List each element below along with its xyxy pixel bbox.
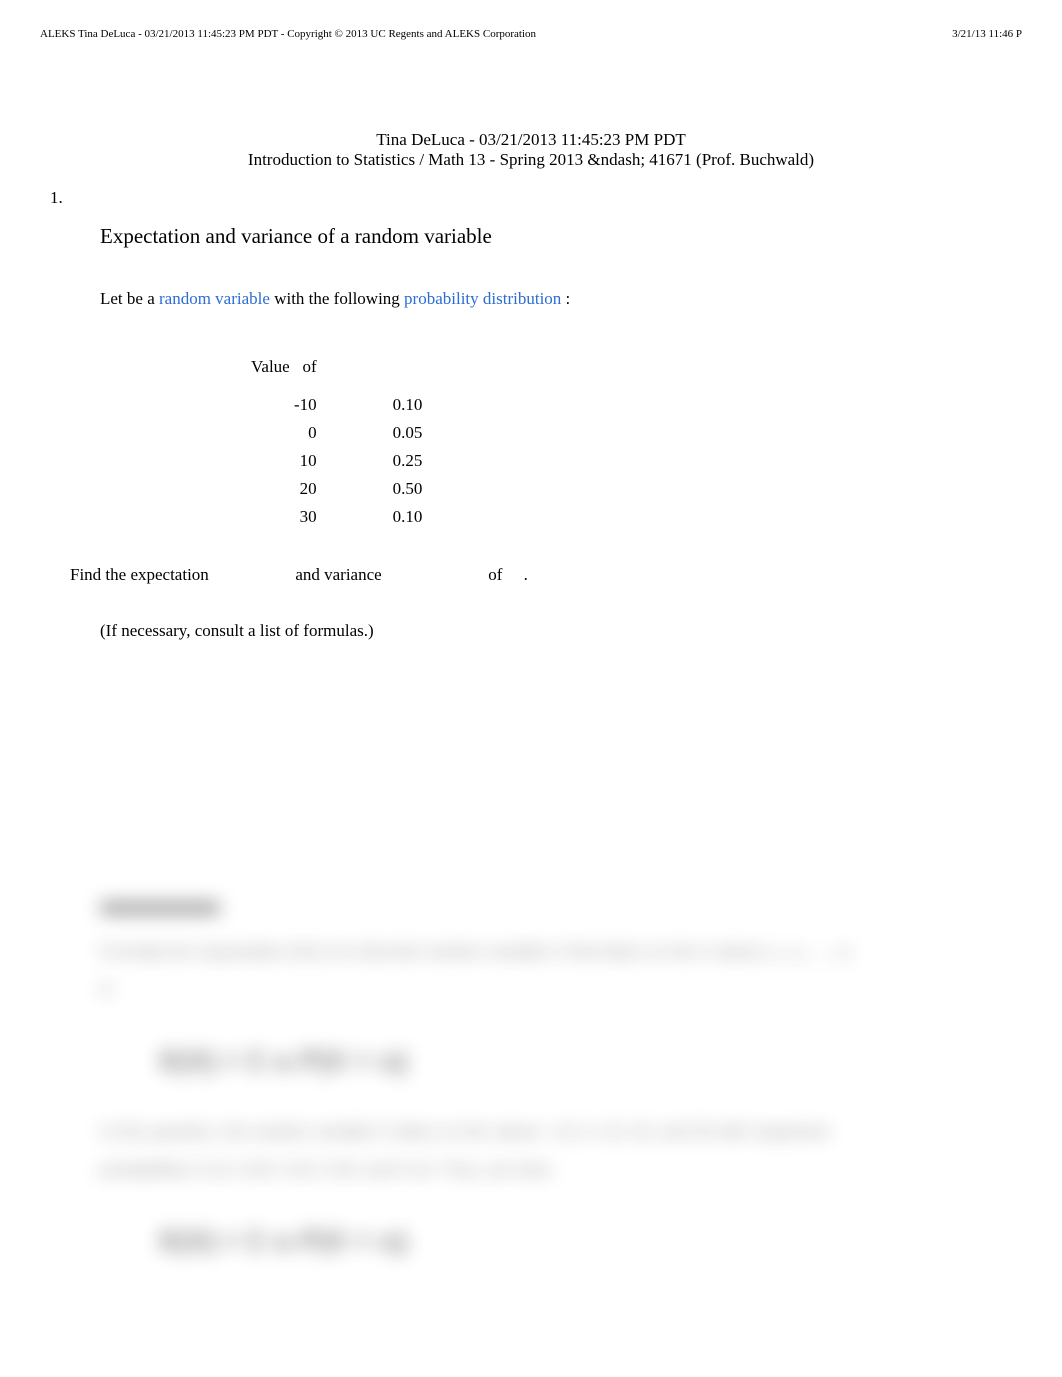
blur-line: probabilities 0.10, 0.05, 0.25, 0.50, an… [100,1151,962,1188]
distribution-table-wrap: Value of -10 0.10 0 0.05 10 0.25 20 0.50 [225,353,992,531]
section-heading: Expectation and variance of a random var… [100,224,992,249]
period: . [524,565,528,584]
page-header: ALEKS Tina DeLuca - 03/21/2013 11:45:23 … [0,0,1062,40]
p-cell: 0.10 [343,503,449,531]
header-prob [343,353,449,391]
intro-colon: : [566,289,571,308]
title-block: Tina DeLuca - 03/21/2013 11:45:23 PM PDT… [70,130,992,170]
x-cell: 20 [225,475,343,503]
distribution-table: Value of -10 0.10 0 0.05 10 0.25 20 0.50 [225,353,448,531]
x-cell: 30 [225,503,343,531]
header-of-text: of [302,357,316,376]
blur-formula: E(X) = Σ xᵢ P(X = xᵢ) [160,1210,962,1272]
of-text: of [488,565,502,584]
p-cell: 0.25 [343,447,449,475]
table-row: 30 0.10 [225,503,448,531]
and-variance: and variance [295,565,381,584]
probability-distribution-link[interactable]: probability distribution [404,289,561,308]
p-cell: 0.05 [343,419,449,447]
title-line-1: Tina DeLuca - 03/21/2013 11:45:23 PM PDT [70,130,992,150]
find-expectation: Find the expectation [70,565,209,584]
page-content: Tina DeLuca - 03/21/2013 11:45:23 PM PDT… [0,40,1062,1272]
x-cell: 10 [225,447,343,475]
header-value-text: Value [251,357,290,376]
header-left: ALEKS Tina DeLuca - 03/21/2013 11:45:23 … [40,28,536,40]
header-right: 3/21/13 11:46 P [952,28,1022,40]
blurred-solution: Formally the expectation E(X) of a discr… [70,901,992,1272]
x-cell: 0 [225,419,343,447]
blur-formula: E(X) = Σ xᵢ P(X = xᵢ) [160,1030,962,1092]
table-header-row: Value of [225,353,448,391]
question-number: 1. [50,188,992,208]
p-cell: 0.50 [343,475,449,503]
table-row: 20 0.50 [225,475,448,503]
table-row: -10 0.10 [225,391,448,419]
intro-with: with the following [274,289,404,308]
blur-line: In this question, the random variable X … [100,1113,962,1150]
formulas-note: (If necessary, consult a list of formula… [100,621,992,641]
random-variable-link[interactable]: random variable [159,289,270,308]
table-row: 0 0.05 [225,419,448,447]
p-cell: 0.10 [343,391,449,419]
find-line: Find the expectation and variance of . [70,565,992,585]
header-value: Value of [225,353,343,391]
intro-let: Let [100,289,127,308]
x-cell: -10 [225,391,343,419]
blur-line: Formally the expectation E(X) of a discr… [100,933,962,970]
intro-be-a: be a [127,289,159,308]
intro-sentence: Let be a random variable with the follow… [100,289,992,309]
title-line-2: Introduction to Statistics / Math 13 - S… [70,150,992,170]
blur-line: is [100,970,962,1007]
table-row: 10 0.25 [225,447,448,475]
